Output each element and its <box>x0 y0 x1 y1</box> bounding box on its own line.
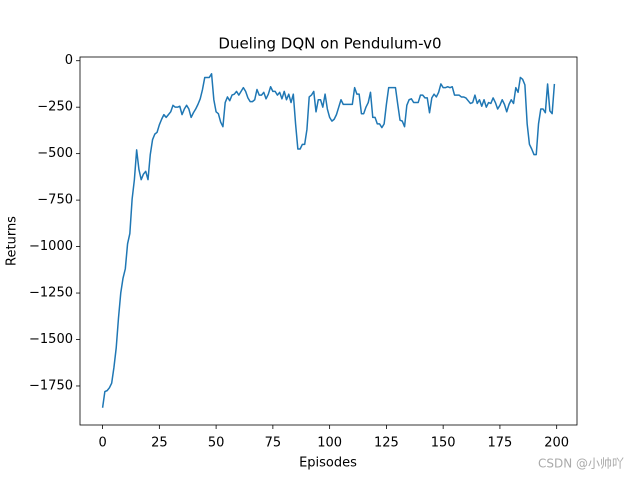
y-tick-label: 0 <box>65 53 73 68</box>
x-axis-label: Episodes <box>299 456 357 471</box>
y-tick-label: −1250 <box>29 286 73 301</box>
chart-title: Dueling DQN on Pendulum-v0 <box>218 35 441 53</box>
y-tick-label: −1000 <box>29 239 73 254</box>
x-tick-label: 200 <box>544 436 569 451</box>
x-tick-label: 0 <box>98 436 106 451</box>
x-tick-label: 125 <box>374 436 399 451</box>
y-tick-label: −500 <box>37 146 73 161</box>
y-tick-label: −250 <box>37 100 73 115</box>
y-tick-label: −1500 <box>29 332 73 347</box>
plot-frame <box>79 56 578 426</box>
x-tick-label: 175 <box>488 436 513 451</box>
watermark: CSDN @小帅吖 <box>538 457 624 471</box>
y-tick-label: −750 <box>37 193 73 208</box>
y-tick-label: −1750 <box>29 378 73 393</box>
line-series <box>101 72 556 408</box>
y-axis-label: Returns <box>5 216 20 266</box>
x-tick-label: 75 <box>265 436 282 451</box>
x-tick-label: 25 <box>151 436 168 451</box>
x-tick-label: 150 <box>431 436 456 451</box>
x-tick-label: 50 <box>208 436 225 451</box>
x-tick-label: 100 <box>317 436 342 451</box>
